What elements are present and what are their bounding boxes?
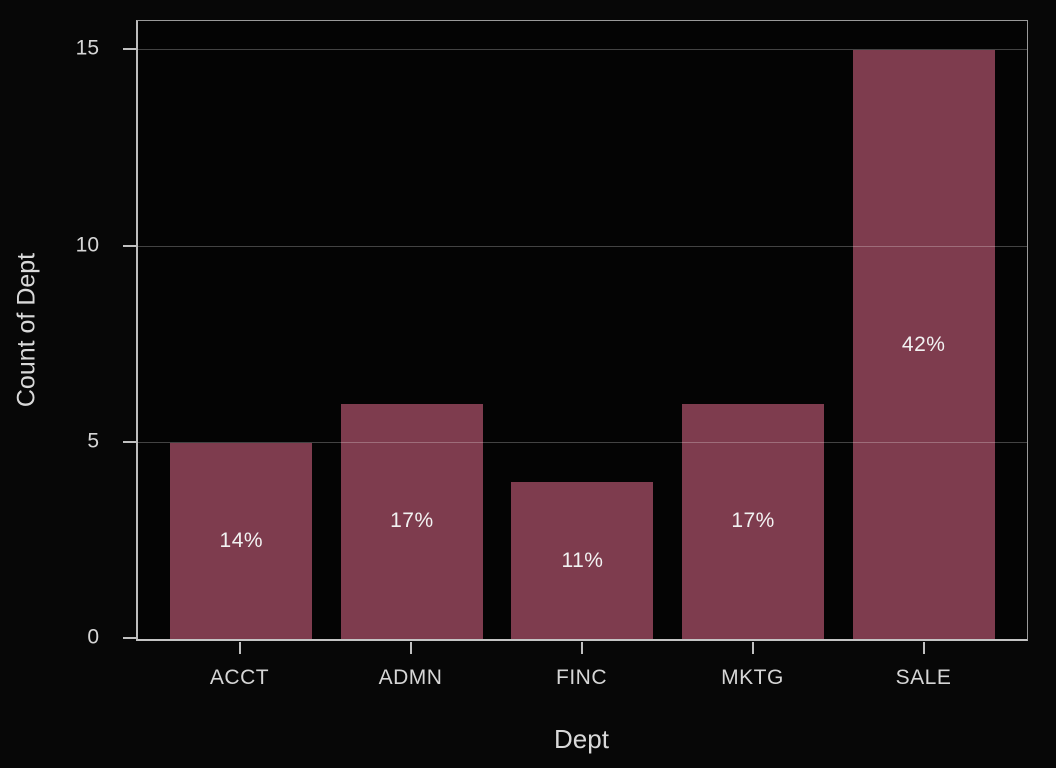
x-axis-tick (580, 642, 583, 654)
x-tick-label-admn: ADMN (378, 666, 443, 689)
bar-value-label: 14% (219, 528, 264, 552)
y-tick-label: 0 (87, 625, 99, 649)
x-axis-tick (409, 642, 412, 654)
bar-acct: 14% (170, 442, 313, 639)
bar-value-label: 17% (731, 509, 775, 533)
bar-slot-acct: 14% (156, 21, 327, 639)
bar-sale: 42% (852, 50, 995, 639)
bars-container: 14% 17% 11% 17% 42% (138, 21, 1027, 639)
bar-slot-sale: 42% (838, 21, 1009, 639)
bar-admn: 17% (340, 403, 483, 639)
x-axis-tick (922, 642, 925, 654)
y-axis: 0 5 10 15 (0, 0, 136, 768)
y-tick-label: 15 (75, 36, 99, 60)
bar-slot-admn: 17% (327, 21, 498, 639)
gridline-10 (138, 245, 1027, 247)
x-tick-label-mktg: MKTG (721, 666, 784, 689)
x-tick-label-acct: ACCT (209, 666, 270, 689)
bar-value-label: 42% (901, 332, 946, 356)
x-axis-tick (751, 642, 754, 654)
bar-slot-finc: 11% (497, 21, 668, 639)
gridline-5 (138, 441, 1027, 443)
x-axis-tick (238, 642, 241, 654)
x-slot-mktg: MKTG (667, 642, 838, 690)
x-slot-acct: ACCT (154, 642, 325, 690)
y-tick-label: 5 (87, 429, 99, 453)
x-slot-admn: ADMN (325, 642, 496, 690)
y-axis-tick-5 (123, 440, 136, 443)
y-axis-tick-15 (123, 48, 136, 51)
bar-finc: 11% (511, 482, 654, 639)
y-axis-tick-0 (123, 637, 136, 639)
bar-slot-mktg: 17% (668, 21, 839, 639)
plot-area: 14% 17% 11% 17% 42% (136, 20, 1028, 641)
bar-value-label: 11% (561, 548, 604, 572)
y-axis-tick-10 (123, 244, 136, 247)
x-axis: ACCT ADMN FINC MKTG SALE (136, 642, 1027, 690)
x-tick-label-finc: FINC (556, 666, 607, 689)
x-axis-title: Dept (554, 724, 609, 754)
x-slot-finc: FINC (496, 642, 667, 690)
y-tick-label: 10 (75, 233, 99, 257)
bar-value-label: 17% (390, 509, 434, 533)
bar-mktg: 17% (682, 403, 825, 639)
gridline-15 (138, 49, 1027, 51)
x-tick-label-sale: SALE (895, 666, 952, 689)
x-slot-sale: SALE (838, 642, 1009, 690)
